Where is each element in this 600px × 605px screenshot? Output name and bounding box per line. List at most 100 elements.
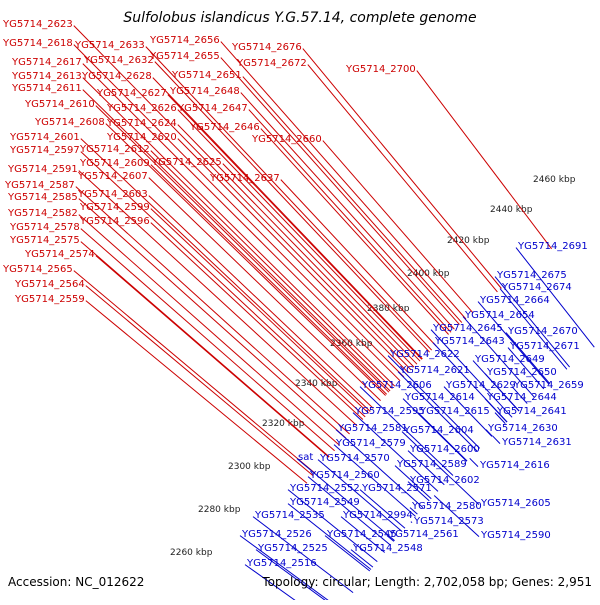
gene-label: YG5714_2623 [2,19,73,30]
gene-label: YG5714_2578 [9,222,80,233]
gene-label: YG5714_2570 [319,453,390,464]
callout-line [78,214,340,446]
callout-line [410,521,413,523]
gene-label: YG5714_2603 [77,189,148,200]
gene-label: YG5714_2613 [11,71,82,82]
gene-label: YG5714_2670 [507,326,578,337]
callout-line [402,398,468,462]
tick-label: 2300 kbp [228,462,271,472]
callout-line [469,457,479,467]
gene-label: YG5714_2610 [24,99,95,110]
gene-label: YG5714_2628 [81,71,152,82]
gene-label: YG5714_2659 [513,380,584,391]
gene-label: YG5714_2624 [106,118,177,129]
gene-label: YG5714_2552 [289,483,360,494]
gene-label: YG5714_2580 [411,501,482,512]
gene-label: YG5714_2545 [326,529,397,540]
gene-label: YG5714_2994 [342,510,413,521]
gene-label: YG5714_2671 [509,341,580,352]
gene-label: YG5714_2625 [151,157,222,168]
callout-line [80,138,371,412]
gene-label: YG5714_2649 [474,354,545,365]
callout-line [443,386,493,437]
callout-line [287,489,378,562]
gene-label: YG5714_2617 [11,57,82,68]
callout-line [322,140,474,314]
gene-label: YG5714_2656 [149,35,220,46]
scale-ticks: 2460 kbp 2440 kbp 2420 kbp 2400 kbp 2380… [170,175,576,558]
callout-line [78,198,347,439]
callout-line [85,300,308,484]
callout-line [244,564,303,605]
gene-label: YG5714_2612 [79,144,150,155]
tick-label: 2460 kbp [533,175,576,185]
gene-label: YG5714_2643 [434,336,505,347]
gene-label: YG5714_2571 [361,483,432,494]
callout-line [352,412,439,492]
callout-line [220,41,467,320]
callout-line [145,46,433,351]
callout-line [248,109,452,333]
callout-line [350,549,374,568]
gene-label: YG5714_2675 [496,270,567,281]
tick-label: 2340 kbp [295,379,338,389]
callout-line [397,371,478,452]
callout-line [82,89,391,392]
gene-label: YG5714_2618 [2,38,73,49]
callout-line [73,25,412,371]
callout-line [222,163,418,365]
gene-label: YG5714_2607 [77,171,148,182]
gene-label: YG5714_2648 [169,86,240,97]
gene-label: YG5714_2582 [7,208,78,219]
callout-line [240,92,455,330]
gene-label: YG5714_2614 [404,392,475,403]
gene-label: YG5714_2601 [9,132,80,143]
gene-label: YG5714_2564 [14,279,85,290]
callout-line [302,48,502,289]
tick-label: 2320 kbp [262,419,305,429]
tick-label: 2260 kbp [170,548,213,558]
callout-line [484,373,520,412]
gene-label: YG5714_2645 [432,323,503,334]
gene-label: YG5714_2608 [34,117,105,128]
gene-label: YG5714_2561 [388,529,459,540]
gene-label: YG5714_2676 [231,42,302,53]
tick-label: 2400 kbp [407,269,450,279]
callout-line [386,535,395,542]
callout-line [307,476,391,546]
gene-label: YG5714_2600 [409,444,480,455]
callout-line [75,186,350,435]
callout-line [242,76,463,323]
callout-line [280,179,437,347]
callout-line [499,288,568,370]
tick-label: 2360 kbp [330,339,373,349]
callout-line [105,123,386,396]
gene-label: YG5714_2611 [11,83,82,94]
gene-label: YG5714_2573 [413,516,484,527]
gene-label: YG5714_2591 [7,164,78,175]
gene-label: YG5714_2575 [9,235,80,246]
gene-label: YG5714_2599 [79,202,150,213]
callout-line [73,270,316,474]
forward-callout-lines [73,25,552,484]
callout-line [417,412,468,462]
gene-label: YG5714_2560 [309,470,380,481]
gene-label: YG5714_2672 [236,58,307,69]
callout-line [494,276,570,368]
gene-label: YG5714_2655 [149,51,220,62]
gene-label: YG5714_2516 [246,558,317,569]
gene-label: YG5714_2650 [486,367,557,378]
callout-line [220,57,460,325]
callout-line [287,503,372,570]
gene-label: YG5714_2596 [79,216,150,227]
accession-text: Accession: NC_012622 [8,575,144,589]
callout-line [152,77,423,360]
gene-label: YG5714_2622 [389,349,460,360]
callout-line [150,222,364,420]
callout-line [177,138,409,374]
callout-line [450,477,480,505]
callout-line [505,332,551,385]
callout-line [409,507,418,515]
gene-label: YG5714_2587 [4,180,75,191]
gene-label: YG5714_2609 [79,158,150,169]
